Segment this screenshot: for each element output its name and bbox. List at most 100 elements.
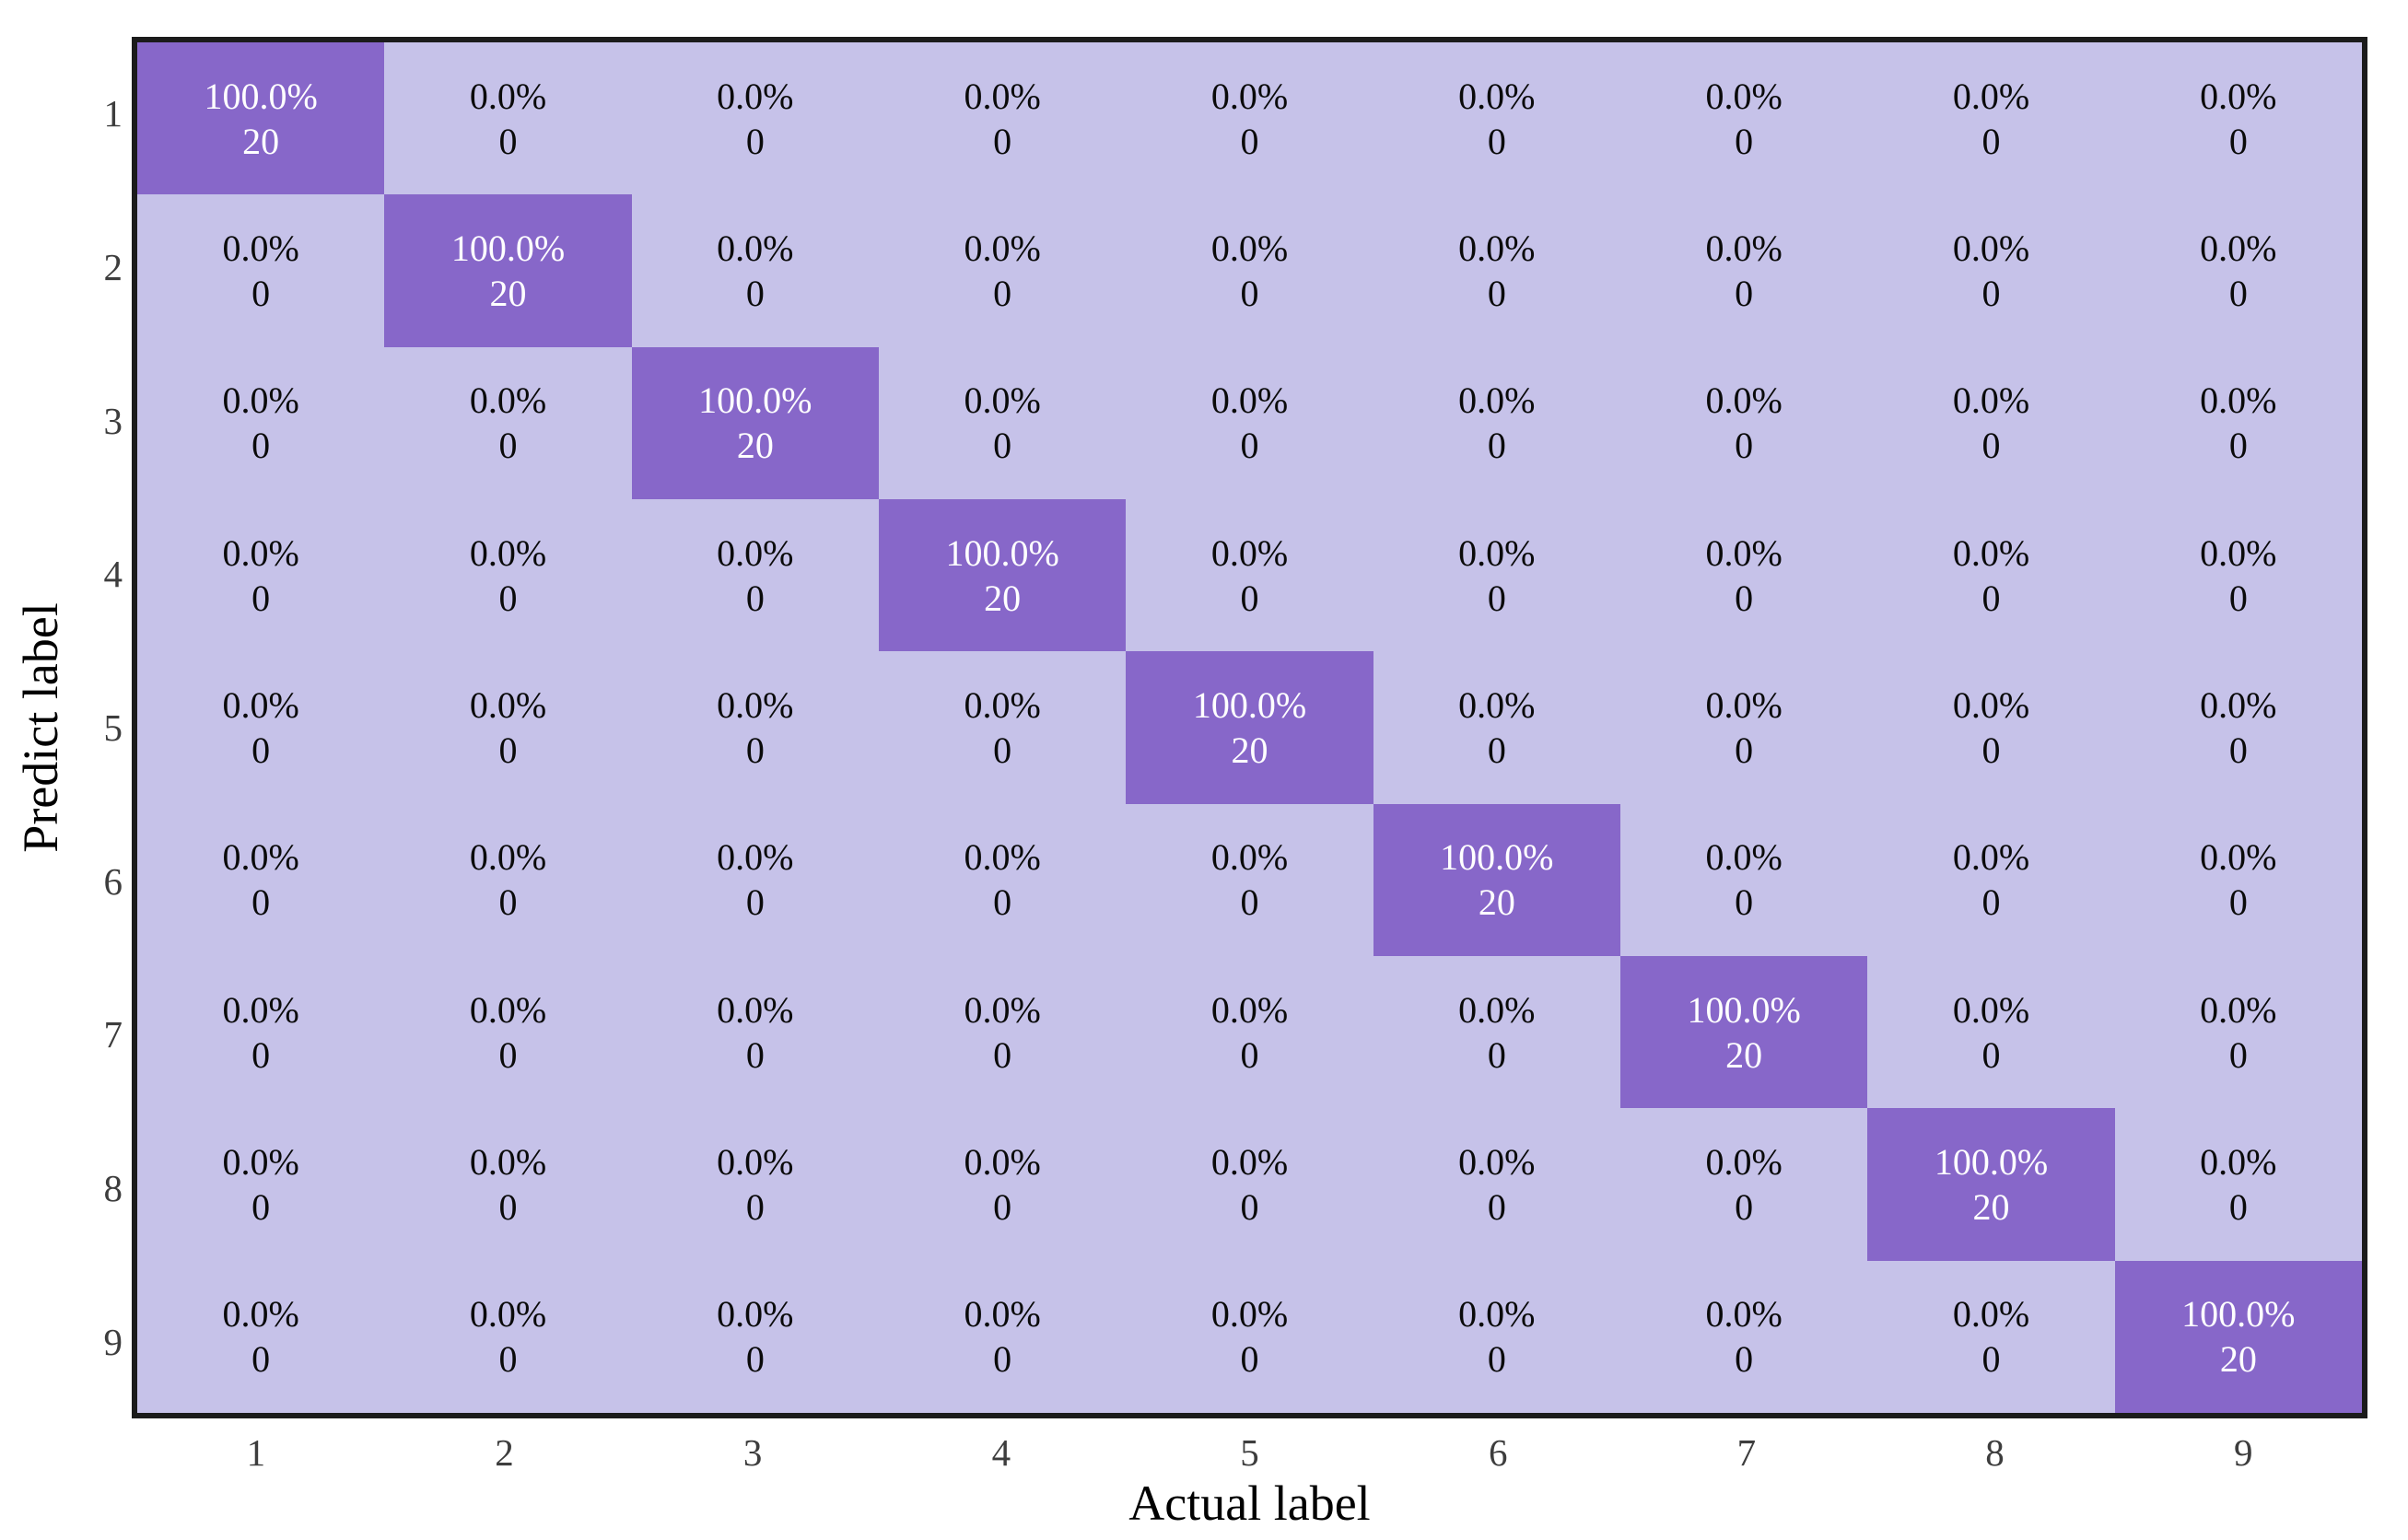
matrix-cell: 0.0% 0 [631, 194, 879, 347]
cell-count: 20 [1231, 729, 1268, 771]
cell-count: 0 [1981, 425, 2001, 467]
cell-count: 0 [1487, 120, 1506, 162]
matrix-cell: 100.0% 20 [879, 498, 1127, 652]
cell-count: 0 [1735, 577, 1754, 619]
y-tick-label: 9 [103, 1320, 123, 1363]
cell-percent: 100.0% [945, 531, 1059, 574]
cell-percent: 100.0% [450, 227, 566, 269]
cell-count: 0 [745, 577, 765, 619]
cell-count: 0 [498, 1033, 518, 1076]
matrix-cell: 100.0% 20 [1620, 955, 1868, 1109]
y-tick-label: 1 [103, 92, 123, 135]
cell-count: 0 [745, 272, 765, 314]
cell-count: 20 [1725, 1033, 1763, 1076]
cell-percent: 0.0% [2200, 75, 2277, 117]
matrix-cell: 0.0% 0 [1620, 1260, 1868, 1413]
cell-count: 20 [1478, 881, 1515, 924]
cell-percent: 0.0% [1458, 227, 1536, 269]
cell-percent: 0.0% [1705, 1293, 1783, 1336]
cell-percent: 0.0% [717, 531, 794, 574]
cell-percent: 0.0% [964, 988, 1041, 1031]
cell-percent: 100.0% [2181, 1293, 2296, 1336]
cell-count: 0 [1487, 1033, 1506, 1076]
cell-count: 0 [993, 120, 1012, 162]
cell-percent: 0.0% [1458, 75, 1536, 117]
cell-count: 0 [993, 1185, 1012, 1228]
cell-count: 0 [1735, 272, 1754, 314]
matrix-cell: 0.0% 0 [879, 955, 1127, 1109]
matrix-cell: 0.0% 0 [2114, 651, 2362, 804]
cell-count: 0 [993, 272, 1012, 314]
cell-count: 0 [498, 1185, 518, 1228]
cell-count: 20 [1972, 1185, 2010, 1228]
cell-count: 0 [2228, 120, 2248, 162]
matrix-cell: 0.0% 0 [1867, 498, 2115, 652]
cell-percent: 0.0% [1210, 531, 1289, 574]
cell-count: 0 [498, 577, 518, 619]
matrix-cell: 0.0% 0 [2114, 803, 2362, 956]
cell-percent: 0.0% [1705, 227, 1783, 269]
x-tick-label: 8 [1985, 1431, 2005, 1474]
cell-count: 0 [993, 729, 1012, 771]
cell-count: 20 [736, 425, 774, 467]
cell-count: 0 [1981, 1033, 2001, 1076]
cell-percent: 100.0% [204, 75, 318, 117]
cell-count: 0 [745, 120, 765, 162]
matrix-cell: 0.0% 0 [1620, 42, 1868, 195]
cell-percent: 100.0% [1687, 988, 1801, 1031]
cell-percent: 0.0% [1952, 379, 2030, 422]
matrix-cell: 0.0% 0 [1126, 803, 1373, 956]
cell-percent: 0.0% [469, 379, 547, 422]
x-tick-label: 6 [1488, 1431, 1508, 1474]
matrix-cell: 0.0% 0 [2114, 955, 2362, 1109]
cell-percent: 0.0% [1705, 836, 1783, 879]
matrix-cell: 0.0% 0 [384, 803, 632, 956]
cell-count: 0 [498, 881, 518, 924]
matrix-cell: 0.0% 0 [384, 1260, 632, 1413]
matrix-cell: 0.0% 0 [137, 651, 385, 804]
cell-percent: 0.0% [222, 683, 299, 726]
x-tick-label: 9 [2233, 1431, 2253, 1474]
matrix-cell: 100.0% 20 [1867, 1108, 2115, 1261]
cell-count: 0 [1240, 425, 1259, 467]
cell-percent: 0.0% [1458, 1140, 1536, 1183]
cell-percent: 0.0% [2200, 227, 2277, 269]
cell-percent: 0.0% [964, 836, 1041, 879]
cell-count: 0 [993, 425, 1012, 467]
cell-percent: 0.0% [1458, 683, 1536, 726]
y-tick-label: 8 [103, 1167, 123, 1210]
cell-count: 20 [489, 272, 527, 314]
cell-count: 0 [2228, 272, 2248, 314]
cell-count: 0 [2228, 881, 2248, 924]
cell-count: 0 [745, 1185, 765, 1228]
cell-count: 0 [2228, 1185, 2248, 1228]
matrix-cell: 0.0% 0 [384, 955, 632, 1109]
cell-count: 0 [251, 425, 271, 467]
cell-count: 0 [1981, 120, 2001, 162]
cell-percent: 0.0% [222, 1293, 299, 1336]
cell-count: 0 [251, 881, 271, 924]
matrix-cell: 0.0% 0 [1867, 955, 2115, 1109]
cell-percent: 0.0% [2200, 379, 2277, 422]
cell-percent: 0.0% [2200, 836, 2277, 879]
matrix-plot-area: 100.0% 20 0.0% 0 0.0% 0 0.0% 0 0.0% 0 0.0% 0 0.0% 0 0.… [132, 37, 2367, 1418]
x-tick-label: 4 [991, 1431, 1011, 1474]
matrix-cell: 100.0% 20 [1373, 803, 1620, 956]
cell-percent: 0.0% [964, 1293, 1041, 1336]
cell-count: 0 [1735, 425, 1754, 467]
matrix-cell: 0.0% 0 [1126, 1108, 1373, 1261]
cell-percent: 0.0% [469, 683, 547, 726]
cell-percent: 0.0% [1210, 75, 1289, 117]
cell-percent: 0.0% [717, 1140, 794, 1183]
cell-count: 0 [1981, 1338, 2001, 1381]
cell-percent: 0.0% [469, 1293, 547, 1336]
matrix-cell: 0.0% 0 [137, 346, 385, 499]
cell-percent: 0.0% [1952, 531, 2030, 574]
cell-percent: 0.0% [1705, 683, 1783, 726]
cell-count: 0 [498, 1338, 518, 1381]
cell-percent: 0.0% [717, 988, 794, 1031]
cell-percent: 100.0% [1934, 1140, 2049, 1183]
cell-count: 0 [1487, 425, 1506, 467]
cell-percent: 100.0% [1192, 683, 1307, 726]
cell-percent: 0.0% [1458, 988, 1536, 1031]
